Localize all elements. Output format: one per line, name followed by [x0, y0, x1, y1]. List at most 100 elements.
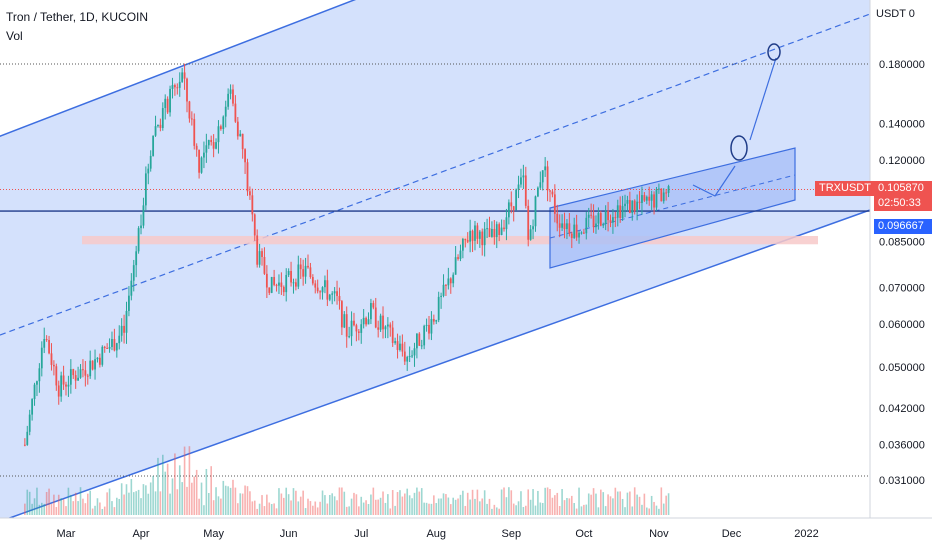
- candle-body: [302, 269, 305, 277]
- candle-body: [338, 296, 341, 302]
- candle-body: [389, 324, 392, 328]
- candle-body: [159, 124, 162, 128]
- volume-bar: [181, 482, 183, 515]
- volume-bar: [592, 488, 595, 515]
- candle-body: [636, 201, 639, 212]
- y-tick-label: 0.060000: [879, 319, 925, 331]
- volume-bar: [525, 505, 527, 515]
- candle-body: [77, 377, 79, 381]
- volume-bar: [595, 493, 597, 515]
- candle-body: [40, 347, 43, 369]
- candle-body: [626, 199, 629, 204]
- candle-body: [476, 225, 479, 239]
- candle-body: [174, 85, 176, 88]
- volume-bar: [641, 504, 643, 515]
- candle-body: [464, 238, 467, 241]
- volume-bar: [626, 492, 629, 515]
- volume-bar: [466, 492, 469, 515]
- volume-bar: [629, 491, 631, 515]
- candle-body: [309, 267, 312, 278]
- candle-body: [57, 385, 60, 397]
- volume-bar: [176, 489, 179, 515]
- volume-bar: [217, 496, 220, 515]
- price-axis-bg: [870, 0, 932, 518]
- candle-body: [432, 318, 435, 322]
- volume-bar: [529, 499, 532, 515]
- currency-label[interactable]: USDT 0: [876, 8, 915, 20]
- volume-bar: [665, 495, 667, 515]
- candle-body: [655, 189, 658, 208]
- candle-body: [74, 375, 77, 381]
- volume-bar: [203, 505, 205, 515]
- volume-bar: [166, 463, 169, 515]
- volume-bar: [377, 499, 379, 515]
- volume-bar: [234, 487, 237, 515]
- target-circle-1: [730, 135, 748, 161]
- candle-body: [186, 78, 188, 102]
- y-tick-label: 0.070000: [879, 282, 925, 294]
- volume-bar: [515, 505, 517, 515]
- volume-bar: [244, 485, 246, 515]
- candle-body: [115, 343, 118, 351]
- candle-body: [135, 251, 138, 266]
- candle-body: [193, 119, 196, 146]
- candle-body: [268, 287, 271, 293]
- candle-body: [590, 214, 593, 216]
- volume-bar: [86, 493, 89, 515]
- candle-body: [295, 282, 297, 287]
- candle-body: [314, 283, 317, 288]
- volume-bar: [215, 487, 217, 515]
- volume-bar: [70, 494, 72, 515]
- candle-body: [391, 327, 394, 343]
- inner-channel-midline: [549, 174, 796, 239]
- candle-body: [578, 232, 580, 238]
- candle-body: [566, 223, 568, 230]
- candle-body: [532, 226, 534, 230]
- candle-body: [69, 369, 72, 385]
- symbol-tag: TRXUSDT: [815, 181, 875, 196]
- candle-body: [244, 149, 246, 163]
- volume-bar: [145, 485, 147, 515]
- candle-body: [84, 370, 87, 376]
- volume-bar: [341, 487, 343, 515]
- time-axis-bg: [0, 518, 932, 550]
- volume-bar: [159, 491, 162, 515]
- volume-bar: [425, 502, 428, 515]
- volume-bar: [382, 491, 384, 515]
- volume-bar: [413, 492, 416, 515]
- candle-body: [418, 333, 421, 346]
- volume-bar: [583, 504, 585, 515]
- candle-body: [234, 103, 237, 122]
- candle-body: [469, 230, 472, 242]
- volume-bar: [396, 492, 399, 515]
- candle-body: [203, 152, 205, 158]
- candle-body: [534, 196, 537, 227]
- candle-body: [333, 291, 336, 294]
- candle-body: [280, 282, 283, 287]
- candle-body: [539, 182, 542, 188]
- x-tick-label: Jun: [280, 528, 298, 540]
- volume-bar: [619, 491, 621, 515]
- volume-bar: [343, 491, 346, 515]
- volume-bar: [36, 487, 38, 515]
- volume-bar: [423, 502, 425, 515]
- candle-body: [420, 345, 423, 347]
- candle-body: [106, 347, 109, 349]
- volume-bar: [539, 502, 542, 515]
- candle-body: [118, 335, 121, 344]
- candle-body: [278, 282, 280, 286]
- volume-bar: [474, 498, 476, 515]
- volume-bar: [345, 506, 348, 515]
- candle-body: [471, 230, 474, 241]
- volume-bar: [280, 493, 283, 515]
- candle-body: [459, 250, 462, 259]
- volume-bar: [314, 501, 317, 515]
- candle-body: [616, 205, 619, 218]
- volume-bar: [643, 493, 646, 515]
- candle-body: [428, 324, 430, 334]
- candle-body: [60, 375, 63, 397]
- candle-body: [362, 317, 365, 325]
- candle-body: [447, 278, 450, 286]
- candle-body: [36, 381, 38, 385]
